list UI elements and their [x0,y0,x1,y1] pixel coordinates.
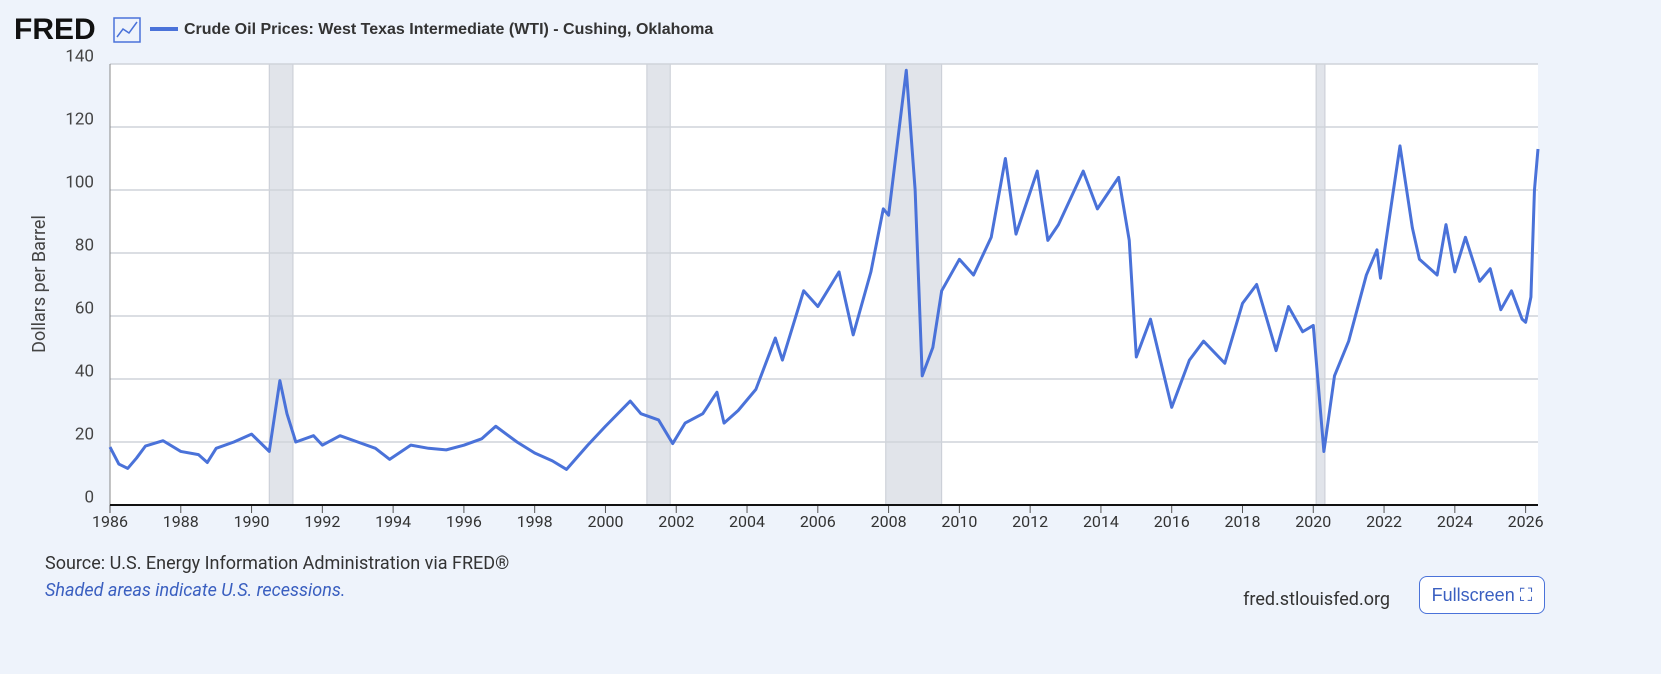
y-tick-label: 140 [65,46,94,66]
x-tick-label: 2018 [1225,512,1261,531]
brand: FRED [14,13,96,46]
legend-label: Crude Oil Prices: West Texas Intermediat… [184,21,713,38]
y-axis-label: Dollars per Barrel [29,215,50,353]
x-tick-label: 1986 [92,512,128,531]
y-tick-label: 120 [65,109,94,129]
x-tick-label: 2016 [1154,512,1190,531]
source: Source: U.S. Energy Information Administ… [45,553,509,574]
x-tick-label: 2000 [587,512,623,531]
x-tick-label: 2026 [1508,512,1544,531]
x-tick-label: 2008 [871,512,907,531]
fullscreen-label: Fullscreen [1431,584,1515,605]
x-tick-label: 1994 [375,512,411,531]
x-tick-label: 2022 [1366,512,1402,531]
x-tick-label: 2020 [1295,512,1331,531]
x-tick-label: 2012 [1012,512,1048,531]
y-tick-label: 40 [75,361,94,381]
x-tick-label: 2014 [1083,512,1119,531]
x-tick-label: 1996 [446,512,482,531]
x-tick-label: 1998 [517,512,553,531]
x-tick-label: 2010 [941,512,977,531]
x-tick-label: 2006 [800,512,836,531]
recession [268,63,294,506]
note: Shaded areas indicate U.S. recessions. [45,580,346,601]
plot-area [110,64,1538,505]
site: fred.stlouisfed.org [1243,589,1390,610]
brand-icon [113,17,141,43]
x-tick-label: 1990 [234,512,270,531]
x-tick-label: 2024 [1437,512,1473,531]
recession [646,63,671,506]
x-tick-label: 2002 [658,512,694,531]
x-tick-label: 1992 [304,512,340,531]
y-tick-label: 20 [75,424,94,444]
x-tick-label: 2004 [729,512,765,531]
y-tick-label: 80 [75,235,94,255]
brand-icon-line [116,21,138,38]
y-tick-label: 60 [75,298,94,318]
series-line [108,68,1540,471]
y-tick-label: 100 [65,172,94,192]
fullscreen-button[interactable]: Fullscreen ⛶ [1419,576,1545,614]
y-tick-label: 0 [84,487,94,507]
recession [885,63,943,506]
x-tick-label: 1988 [163,512,199,531]
